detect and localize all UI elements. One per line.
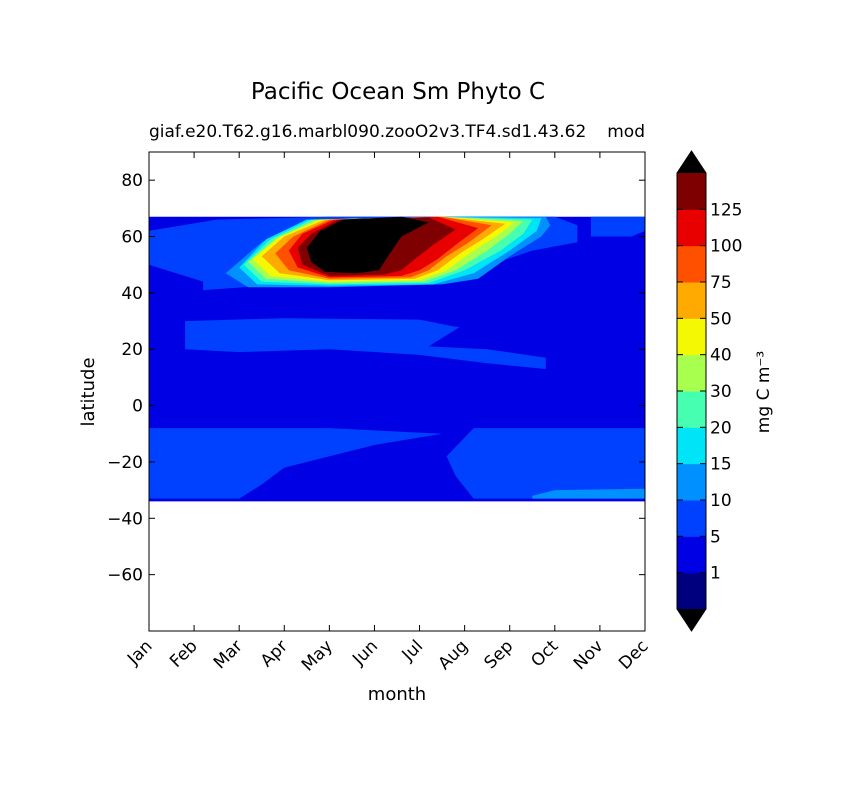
y-tick-label: 80 — [121, 171, 143, 191]
y-tick-label: 0 — [132, 397, 143, 417]
colorbar-segment — [677, 209, 706, 247]
contour-north-east — [590, 216, 645, 237]
y-axis: 80 60 40 20 0 −20 −40 −60 — [107, 171, 645, 586]
colorbar-tick-label: 75 — [710, 273, 732, 293]
contour-bloom-max — [306, 216, 429, 274]
contour-tropics — [185, 318, 546, 369]
colorbar-tick-label: 100 — [710, 237, 742, 257]
colorbar-segment — [677, 427, 706, 465]
plot-frame — [148, 151, 646, 632]
colorbar-tick-label: 20 — [710, 418, 732, 438]
colorbar-segment — [677, 354, 706, 392]
colorbar-segment — [677, 572, 706, 610]
y-tick-label: −40 — [107, 509, 143, 529]
contour-south-edge — [532, 488, 645, 499]
y-tick-label: −60 — [107, 566, 143, 586]
x-tick-label: May — [298, 636, 337, 675]
x-tick-label: Feb — [166, 636, 201, 671]
colorbar-tick-label: 5 — [710, 527, 721, 547]
x-tick-label: Mar — [210, 636, 247, 673]
colorbar-segment — [677, 391, 706, 428]
x-tick-label: Oct — [527, 636, 562, 671]
y-tick-label: −20 — [107, 453, 143, 473]
colorbar-segment — [677, 463, 706, 501]
x-tick-label: Jan — [123, 636, 156, 669]
colorbar-extend-high — [677, 151, 706, 173]
contour-south-west — [149, 428, 443, 499]
x-tick-label: Jun — [348, 636, 382, 670]
y-tick-label: 20 — [121, 340, 143, 360]
colorbar-tick-label: 125 — [710, 200, 742, 220]
colorbar-extend-low — [677, 609, 706, 631]
colorbar-segment — [677, 536, 706, 574]
contour-south-east — [446, 428, 645, 499]
colorbar-tick-label: 15 — [710, 455, 732, 475]
colorbar-tick-label: 1 — [710, 564, 721, 584]
x-tick-label: Apr — [257, 636, 292, 671]
x-axis-label: month — [368, 684, 426, 705]
y-tick-label: 60 — [121, 228, 143, 248]
x-tick-label: Nov — [570, 636, 608, 674]
colorbar-segment — [677, 245, 706, 283]
x-tick-label: Sep — [480, 636, 517, 673]
colorbar-tick-label: 40 — [710, 346, 732, 366]
colorbar-outline — [676, 150, 707, 632]
colorbar-segment — [677, 318, 706, 356]
chart-title: Pacific Ocean Sm Phyto C — [251, 79, 545, 105]
colorbar-segment — [677, 500, 706, 537]
colorbar-segment — [677, 282, 706, 319]
y-tick-label: 40 — [121, 284, 143, 304]
colorbar-tick-label: 50 — [710, 309, 732, 329]
chart-subtitle: giaf.e20.T62.g16.marbl090.zooO2v3.TF4.sd… — [149, 122, 586, 142]
colorbar-label: mg C m⁻³ — [754, 351, 774, 433]
x-tick-label: Aug — [435, 636, 473, 674]
colorbar-tick-label: 10 — [710, 491, 732, 511]
chart-subtitle-right: mod — [607, 122, 645, 142]
colorbar-segment — [677, 173, 706, 210]
colorbar-tick-label: 30 — [710, 382, 732, 402]
plot-area — [149, 216, 645, 502]
y-axis-label: latitude — [78, 357, 99, 426]
x-tick-label: Dec — [615, 636, 652, 673]
x-tick-label: Jul — [398, 636, 427, 665]
